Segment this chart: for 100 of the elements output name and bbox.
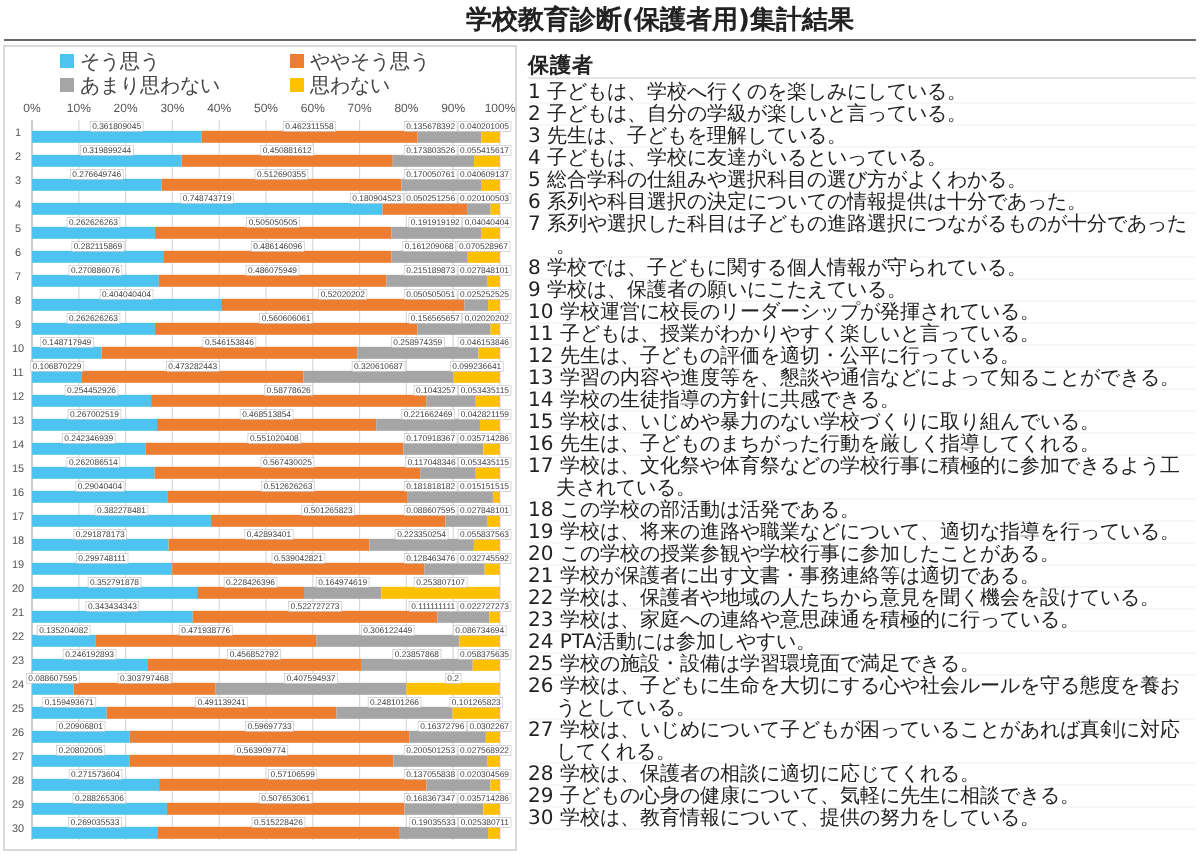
bar xyxy=(426,394,475,407)
bar xyxy=(157,826,400,839)
text: 18 この学校の部活動は活発である。 xyxy=(528,498,860,522)
text: 25 学校の施設・設備は学習環境面で満足できる。 xyxy=(528,652,980,676)
bar xyxy=(192,610,438,623)
text: 13 学習の内容や進度等を、懇談や通信などによって知ることができる。 xyxy=(528,366,1180,390)
text: 14 学校の生徒指導の方針に共感できる。 xyxy=(528,388,900,412)
bar xyxy=(32,778,160,791)
bar xyxy=(32,706,107,719)
bar xyxy=(376,418,480,431)
text: 24 PTA活動には参加しやすい。 xyxy=(528,630,817,654)
text: 28 学校は、保護者の相談に適切に応じてくれる。 xyxy=(528,762,980,786)
bar xyxy=(161,178,402,191)
text: 29 子どもの心身の健康について、気軽に先生に相談できる。 xyxy=(528,784,1080,808)
bar xyxy=(201,130,418,143)
text: 12 先生は、子どもの評価を適切・公平に行っている。 xyxy=(528,344,1020,368)
bar xyxy=(32,826,158,839)
bar xyxy=(32,610,193,623)
bar xyxy=(481,226,500,239)
bar xyxy=(32,130,202,143)
bar xyxy=(106,706,337,719)
text: 22 学校は、保護者や地域の人たちから意見を聞く機会を設けている。 xyxy=(528,586,1160,610)
bar xyxy=(382,202,468,215)
bar xyxy=(32,562,173,575)
bar xyxy=(32,490,168,503)
bar xyxy=(489,610,500,623)
bar xyxy=(391,250,467,263)
bar xyxy=(32,442,146,455)
bar xyxy=(82,370,304,383)
bar xyxy=(32,202,383,215)
bar xyxy=(480,178,500,191)
bar xyxy=(32,370,83,383)
bar xyxy=(164,250,392,263)
bar xyxy=(453,370,500,383)
text: 27 学校は、いじめについて子どもが困っていることがあれば真剣に対応してくれる。 xyxy=(528,718,1180,764)
legend-label: 思わない xyxy=(308,76,390,98)
bar xyxy=(32,154,182,167)
bar xyxy=(32,730,130,743)
text: 30 学校は、教育情報について、提供の努力をしている。 xyxy=(528,806,1040,830)
bar xyxy=(154,226,392,239)
text: 10 学校運営に校長のリーダーシップが発揮されている。 xyxy=(528,300,1040,324)
bar xyxy=(158,274,387,287)
bar xyxy=(101,346,358,359)
legend-label: ややそう思う xyxy=(310,52,430,74)
text: 2 子どもは、自分の学級が楽しいと言っている。 xyxy=(528,102,968,126)
text: 15 学校は、いじめや暴力のない学校づくりに取り組んでいる。 xyxy=(528,410,1100,434)
bar xyxy=(437,610,490,623)
legend-label: あまり思わない xyxy=(80,76,220,98)
bar xyxy=(147,658,362,671)
bar xyxy=(336,706,453,719)
bar xyxy=(32,538,169,551)
bar xyxy=(32,274,159,287)
bar xyxy=(486,514,500,527)
bar xyxy=(466,250,500,263)
bar xyxy=(32,802,167,815)
bar xyxy=(156,418,377,431)
bar xyxy=(73,682,216,695)
bar xyxy=(197,586,305,599)
text: 20 この学校の授業参観や学校行事に参加したことがある。 xyxy=(528,542,1060,566)
text: 23 学校は、家庭への連絡や意思疎通を積極的に行っている。 xyxy=(528,608,1080,632)
bar xyxy=(483,802,500,815)
bar xyxy=(32,754,130,767)
text: 学校教育診断(保護者用)集計結果 xyxy=(466,4,856,36)
text: 9 学校は、保護者の願いにこたえている。 xyxy=(528,278,908,302)
bar xyxy=(407,490,493,503)
bar xyxy=(492,490,500,503)
text: 26 学校は、子どもに生命を大切にする心や社会ルールを守る態度を養おうとしている。 xyxy=(528,674,1180,720)
bar xyxy=(215,682,407,695)
text: 保護者 xyxy=(526,52,594,78)
bar xyxy=(420,466,475,479)
bar xyxy=(166,802,405,815)
bar xyxy=(357,346,479,359)
bar xyxy=(32,394,152,407)
bar xyxy=(488,826,500,839)
bar xyxy=(486,274,500,287)
bar xyxy=(221,298,465,311)
bar xyxy=(95,634,317,647)
bar xyxy=(409,730,486,743)
bar xyxy=(487,754,500,767)
bar xyxy=(483,442,500,455)
bar xyxy=(32,226,155,239)
bar xyxy=(488,298,500,311)
bar xyxy=(479,418,500,431)
bar xyxy=(181,154,393,167)
bar xyxy=(154,322,418,335)
bar xyxy=(452,706,500,719)
bar xyxy=(417,322,491,335)
bar xyxy=(473,538,500,551)
bar xyxy=(472,658,500,671)
bar xyxy=(32,418,157,431)
bar xyxy=(490,778,500,791)
bar xyxy=(167,490,408,503)
text: 4 子どもは、学校に友達がいるといっている。 xyxy=(528,146,948,170)
bar xyxy=(399,826,489,839)
bar xyxy=(304,586,382,599)
text: 17 学校は、文化祭や体育祭などの学校行事に積極的に参加できるよう工夫されている。 xyxy=(528,454,1180,500)
text: 16 先生は、子どものまちがった行動を厳しく指導してくれる。 xyxy=(528,432,1100,456)
legend-label: そう思う xyxy=(80,52,160,74)
bar xyxy=(32,178,162,191)
text: 19 学校は、将来の進路や職業などについて、適切な指導を行っている。 xyxy=(528,520,1180,544)
